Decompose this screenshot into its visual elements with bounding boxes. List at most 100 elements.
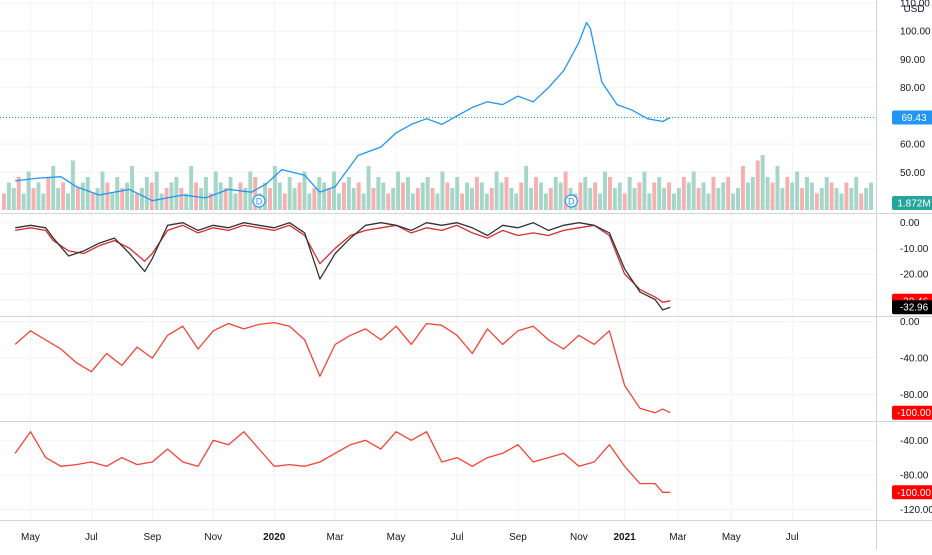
volume-bar	[159, 193, 164, 210]
price-tick-label: -40.00	[900, 436, 929, 447]
volume-bar	[474, 177, 479, 210]
volume-bar	[829, 182, 834, 210]
volume-bar	[514, 193, 519, 210]
volume-bar	[351, 188, 356, 210]
volume-bar	[736, 188, 740, 210]
volume-bar	[2, 193, 6, 210]
volume-bar	[26, 171, 31, 210]
price-tick-label: 80.00	[900, 83, 925, 94]
volume-bar	[716, 188, 721, 210]
volume-bar	[548, 188, 553, 210]
volume-bar	[775, 166, 780, 210]
volume-bar	[105, 182, 110, 210]
volume-bar	[287, 177, 292, 210]
volume-bar	[6, 182, 11, 210]
time-tick-label: Mar	[669, 532, 687, 543]
volume-bar	[312, 188, 317, 210]
volume-bar	[410, 193, 415, 210]
volume-bar	[332, 171, 337, 210]
volume-bar	[721, 182, 726, 210]
time-tick-label: Sep	[143, 532, 161, 543]
volume-bar	[854, 177, 859, 210]
volume-bar	[750, 177, 755, 210]
volume-bar	[455, 177, 460, 210]
volume-bar	[809, 182, 814, 210]
last-value-badge	[892, 405, 932, 420]
volume-bar	[36, 182, 41, 210]
volume-bar	[676, 188, 681, 210]
volume-bar	[268, 188, 272, 210]
volume-bar	[248, 171, 253, 210]
volume-bar	[233, 193, 238, 210]
last-value-badge	[892, 485, 932, 500]
dividend-marker	[252, 194, 266, 208]
volume-bar	[179, 188, 184, 210]
volume-bar	[588, 188, 593, 210]
volume-bar	[139, 188, 144, 210]
volume-bar	[652, 182, 657, 210]
volume-bar	[41, 193, 46, 210]
series-layer	[0, 21, 876, 493]
volume-bar	[302, 171, 307, 210]
volume-bar	[169, 182, 174, 210]
volume-bar	[66, 193, 70, 210]
volume-bar	[553, 177, 558, 210]
price-tick-label: 0.00	[900, 317, 920, 328]
volume-bar	[46, 177, 51, 210]
price-tick-label: 0.00	[900, 218, 920, 229]
volume-bar	[361, 193, 366, 210]
volume-bar	[598, 193, 603, 210]
volume-bar	[731, 193, 736, 210]
price-tick-label: 90.00	[900, 55, 925, 66]
last-value-text: 1.872M	[897, 199, 930, 210]
volume-bar	[760, 155, 765, 210]
last-value-text: -100.00	[897, 488, 931, 499]
price-tick-label: -40.00	[900, 354, 929, 365]
volume-bar	[90, 193, 95, 210]
volume-bar	[460, 193, 465, 210]
volume-bar	[800, 188, 805, 210]
volume-bar	[223, 188, 228, 210]
volume-bar	[16, 177, 21, 210]
volume-bar	[504, 177, 509, 210]
currency-label[interactable]: USD	[903, 4, 924, 15]
volume-bar	[228, 177, 233, 210]
volume-bar	[780, 188, 785, 210]
series-line	[14, 431, 671, 493]
volume-bar	[839, 193, 844, 210]
volume-bar	[795, 171, 800, 210]
volume-bar	[686, 182, 691, 210]
volume-bar	[203, 177, 208, 210]
time-tick-label: May	[387, 532, 406, 543]
volume-bar	[696, 188, 701, 210]
volume-bar	[277, 182, 282, 210]
volume-bar	[622, 193, 627, 210]
volume-bar	[391, 188, 396, 210]
volume-bar	[371, 188, 376, 210]
volume-bar	[396, 171, 401, 210]
price-tick-label: 100.00	[900, 27, 931, 38]
volume-bar	[135, 193, 139, 210]
volume-bar	[80, 182, 85, 210]
volume-bar	[834, 188, 839, 210]
volume-bar	[583, 177, 588, 210]
time-axis[interactable]: May Jul Sep Nov 2020 Mar May Jul Sep Nov 2021 Mar Ma…	[21, 532, 799, 543]
volume-bar	[376, 177, 381, 210]
last-value-text: -32.96	[900, 303, 929, 314]
volume-bar	[263, 182, 268, 210]
volume-bar	[499, 182, 504, 210]
volume-bar	[534, 177, 538, 210]
volume-bar	[770, 182, 775, 210]
volume-bar	[405, 177, 410, 210]
volume-bar	[199, 188, 203, 210]
volume-bar	[31, 188, 36, 210]
volume-bar	[164, 188, 169, 210]
dividend-marker	[564, 194, 578, 208]
last-value-badge	[892, 196, 932, 210]
volume-bar	[381, 182, 386, 210]
volume-bar	[292, 188, 297, 210]
last-value-text: 69.43	[901, 113, 926, 124]
volume-bar	[849, 188, 854, 210]
